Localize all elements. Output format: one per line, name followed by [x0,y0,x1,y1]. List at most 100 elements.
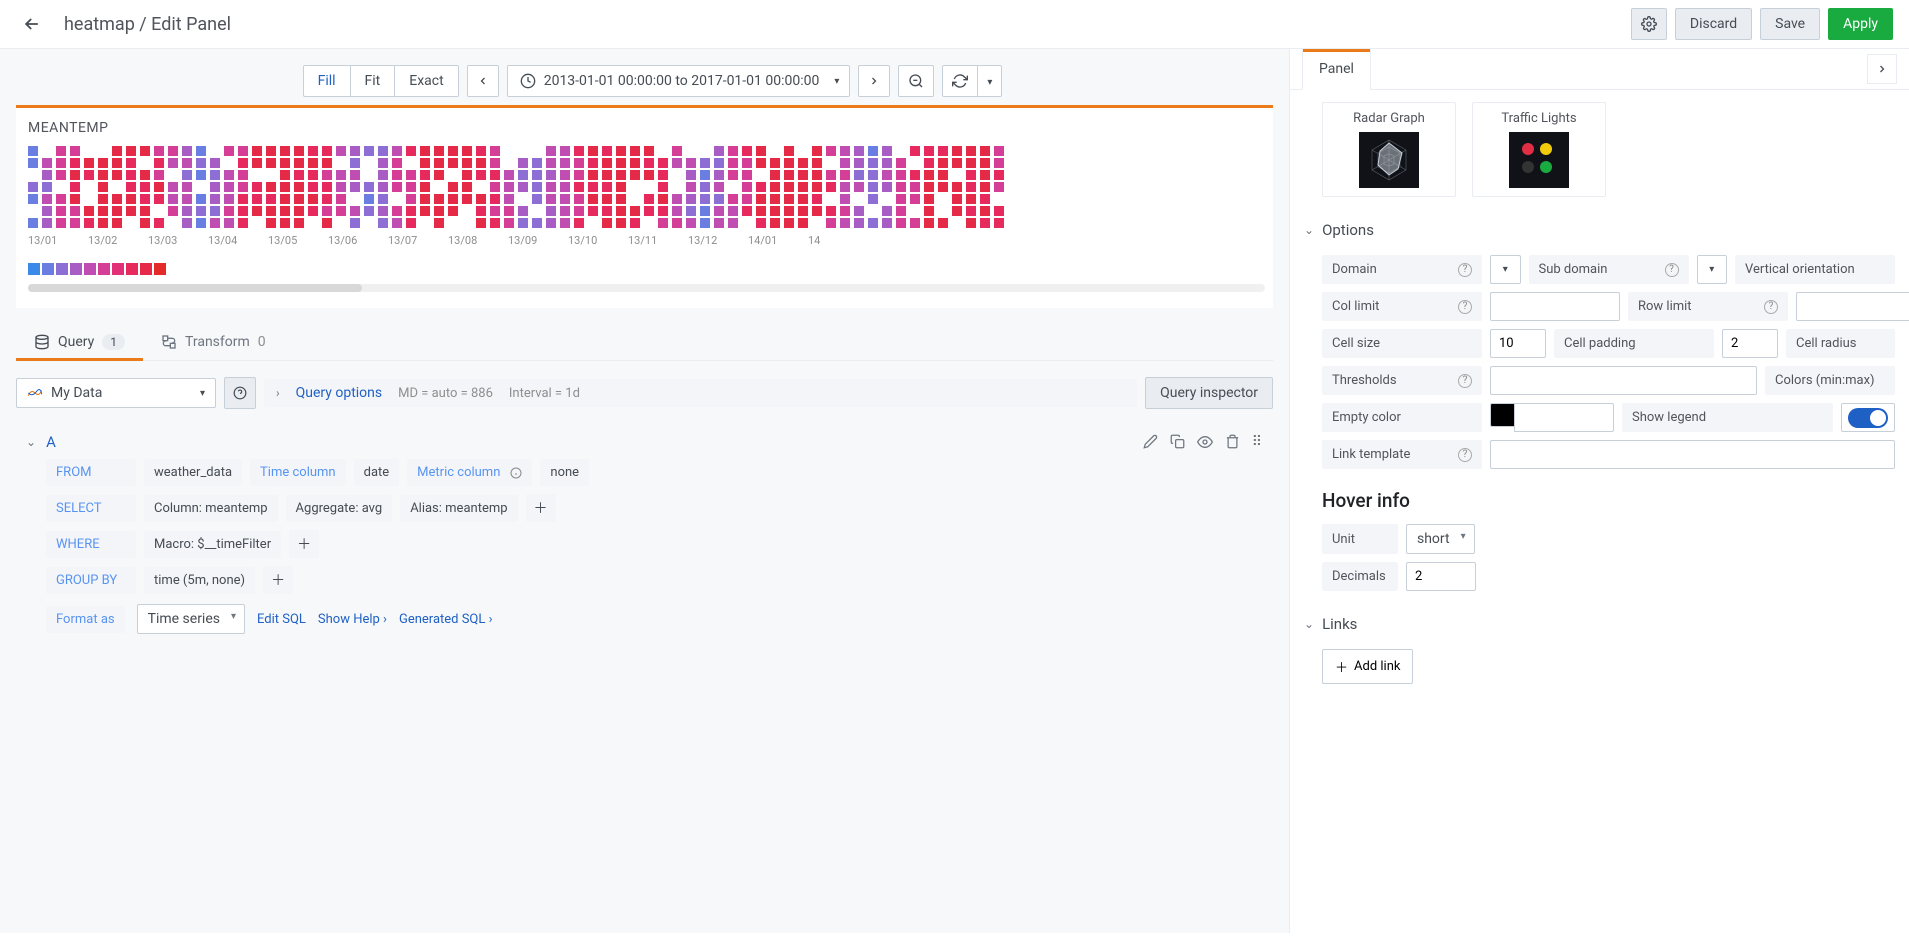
cell-padding-input[interactable] [1722,329,1778,358]
show-help-link[interactable]: Show Help › [318,612,387,627]
time-column-value[interactable]: date [354,459,400,486]
metric-column-value[interactable]: none [540,459,589,486]
query-drag-handle-icon[interactable]: ⠿ [1252,434,1263,450]
query-collapse-toggle[interactable]: ⌄ [26,435,36,449]
groupby-add-button[interactable]: ＋ [263,566,293,594]
heatmap-legend [28,263,1265,275]
time-column-label[interactable]: Time column [250,459,346,486]
zoom-out-button[interactable] [898,65,934,97]
show-legend-label: Show legend [1622,403,1833,432]
help-icon[interactable]: ? [1665,263,1679,277]
time-prev-button[interactable] [467,65,499,97]
gear-icon [1641,16,1657,32]
edit-sql-link[interactable]: Edit SQL [257,612,306,627]
datasource-select[interactable]: My Data [16,378,216,408]
time-range-picker[interactable]: 2013-01-01 00:00:00 to 2017-01-01 00:00:… [507,65,851,97]
section-links[interactable]: ⌄ Links [1290,607,1909,641]
row-limit-input[interactable] [1796,292,1909,321]
where-macro[interactable]: Macro: $__timeFilter [144,531,281,558]
query-options-bar[interactable]: › Query options MD = auto = 886 Interval… [264,379,1137,407]
breadcrumb: heatmap / Edit Panel [64,14,231,35]
empty-color-swatch[interactable] [1490,403,1514,427]
tab-transform-label: Transform [185,334,250,350]
query-duplicate-icon[interactable] [1170,434,1185,450]
where-label: WHERE [46,531,136,558]
cell-size-input[interactable] [1490,329,1546,358]
viz-card-radar[interactable]: Radar Graph [1322,102,1456,197]
generated-sql-text: Generated SQL [399,612,485,627]
where-add-button[interactable]: ＋ [289,530,319,558]
format-as-select[interactable]: Time series [137,604,245,634]
query-inspector-button[interactable]: Query inspector [1145,377,1273,409]
database-icon [34,334,50,350]
colors-minmax-label: Colors (min:max) [1765,366,1895,395]
show-legend-toggle[interactable] [1848,408,1888,428]
tab-panel[interactable]: Panel [1302,49,1371,90]
cell-size-label: Cell size [1322,329,1482,358]
select-aggregate[interactable]: Aggregate: avg [286,495,393,522]
groupby-time[interactable]: time (5m, none) [144,567,255,594]
add-link-text: Add link [1354,659,1400,674]
chevron-down-icon: ⌄ [1304,617,1314,631]
domain-select[interactable]: ▾ [1490,255,1521,284]
clock-icon [520,73,536,89]
panel-title: MEANTEMP [28,120,1265,136]
tab-query[interactable]: Query 1 [16,324,143,360]
select-alias[interactable]: Alias: meantemp [400,495,517,522]
col-limit-label: Col limit? [1322,292,1482,321]
fit-button[interactable]: Fit [350,65,396,97]
refresh-button[interactable] [942,65,978,97]
add-link-button[interactable]: ＋Add link [1322,649,1413,684]
query-edit-icon[interactable] [1143,434,1158,450]
exact-button[interactable]: Exact [394,65,458,97]
decimals-input[interactable] [1406,562,1476,591]
chevron-left-icon [477,75,489,87]
back-arrow[interactable] [16,8,48,40]
metric-column-text: Metric column [417,465,500,480]
chevron-down-icon: ▾ [834,76,839,87]
generated-sql-link[interactable]: Generated SQL › [399,612,493,627]
datasource-help-button[interactable] [224,377,256,409]
help-icon[interactable]: ? [1764,300,1778,314]
show-help-text: Show Help [318,612,380,627]
help-icon[interactable]: ? [1458,263,1472,277]
from-table[interactable]: weather_data [144,459,242,486]
section-options[interactable]: ⌄ Options [1290,213,1909,247]
datasource-logo-icon [27,387,43,399]
empty-color-input[interactable] [1514,403,1614,432]
query-toggle-visibility-icon[interactable] [1197,434,1213,450]
section-links-label: Links [1322,615,1357,633]
cell-padding-label: Cell padding [1554,329,1714,358]
scrollbar-thumb[interactable] [28,284,362,292]
link-template-input[interactable] [1490,440,1895,469]
refresh-interval-button[interactable]: ▾ [977,65,1002,97]
help-icon[interactable]: ? [1458,300,1472,314]
expand-panel-button[interactable] [1867,54,1897,84]
col-limit-input[interactable] [1490,292,1620,321]
help-icon[interactable]: ? [1458,374,1472,388]
metric-column-label[interactable]: Metric column [407,459,532,486]
select-add-button[interactable]: ＋ [526,494,556,522]
tab-query-label: Query [58,334,94,350]
help-icon [233,386,247,400]
fill-button[interactable]: Fill [303,65,351,97]
unit-select[interactable]: short [1406,524,1475,554]
subdomain-select[interactable]: ▾ [1697,255,1728,284]
query-delete-icon[interactable] [1225,434,1240,450]
apply-button[interactable]: Apply [1828,8,1893,40]
thresholds-input[interactable] [1490,366,1757,395]
save-button[interactable]: Save [1760,8,1820,40]
help-icon[interactable]: ? [1458,448,1472,462]
hover-info-heading: Hover info [1322,489,1895,512]
select-column[interactable]: Column: meantemp [144,495,278,522]
row-limit-label: Row limit? [1628,292,1788,321]
query-options-link[interactable]: Query options [296,385,383,401]
heatmap-scrollbar[interactable] [28,284,1265,292]
settings-button[interactable] [1631,8,1667,40]
heatmap-grid [28,146,1265,228]
chevron-right-icon: › [276,386,280,400]
viz-card-traffic[interactable]: Traffic Lights [1472,102,1606,197]
discard-button[interactable]: Discard [1675,8,1752,40]
tab-transform[interactable]: Transform 0 [143,324,284,360]
time-next-button[interactable] [858,65,890,97]
